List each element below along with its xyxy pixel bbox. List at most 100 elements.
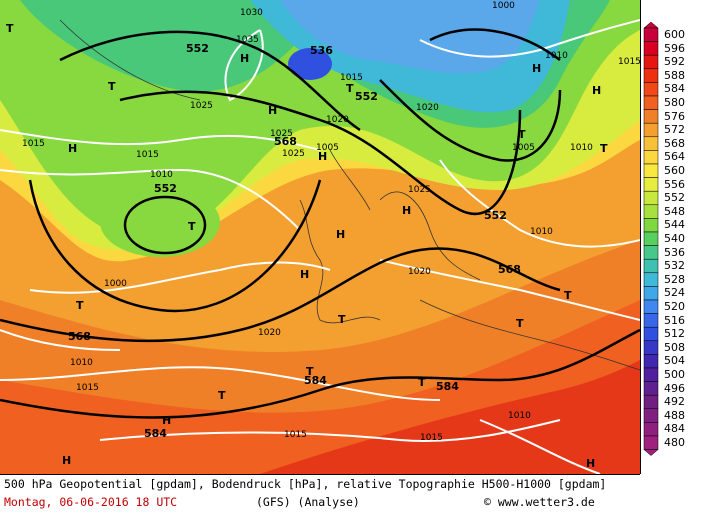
legend-value: 528 bbox=[664, 272, 685, 286]
legend-swatch bbox=[643, 394, 659, 410]
legend-value: 536 bbox=[664, 245, 685, 259]
legend-swatch bbox=[643, 258, 659, 274]
field-low-core bbox=[288, 48, 332, 80]
low-marker: T bbox=[218, 389, 226, 402]
low-marker: T bbox=[338, 313, 346, 326]
pressure-label: 1015 bbox=[136, 150, 159, 160]
high-marker: H bbox=[402, 204, 411, 217]
legend-arrow-top bbox=[643, 22, 659, 29]
legend-value: 540 bbox=[664, 232, 685, 245]
legend-swatch bbox=[643, 218, 659, 233]
pressure-label: 1005 bbox=[316, 143, 339, 153]
legend-value: 492 bbox=[664, 395, 685, 409]
low-marker: T bbox=[600, 142, 608, 155]
legend-value: 568 bbox=[664, 136, 685, 150]
legend-value: 596 bbox=[664, 41, 685, 55]
legend-value: 580 bbox=[664, 96, 685, 109]
pressure-label: 1000 bbox=[492, 1, 515, 11]
gp-label: 568 bbox=[274, 135, 297, 148]
legend-value: 600 bbox=[664, 28, 685, 41]
legend-swatch bbox=[643, 367, 659, 382]
legend-swatch bbox=[643, 340, 659, 355]
pressure-label: 1015 bbox=[76, 383, 99, 393]
pressure-label: 1020 bbox=[258, 328, 281, 338]
legend-swatch bbox=[643, 136, 659, 151]
pressure-label: 1015 bbox=[618, 57, 640, 67]
legend-arrow-bottom bbox=[643, 449, 659, 456]
pressure-label: 1035 bbox=[236, 35, 259, 45]
pressure-label: 1025 bbox=[282, 149, 305, 159]
isobars bbox=[0, 19, 640, 474]
legend-swatch bbox=[643, 354, 659, 369]
legend-value: 556 bbox=[664, 177, 685, 191]
pressure-labels: 1030 1035 1025 1025 1020 1015 1025 1010 … bbox=[22, 1, 640, 443]
legend-value: 484 bbox=[664, 422, 685, 436]
high-marker: H bbox=[240, 52, 249, 65]
map-footer: 500 hPa Geopotential [gpdam], Bodendruck… bbox=[0, 474, 640, 514]
legend-value: 532 bbox=[664, 259, 685, 273]
low-marker: T bbox=[418, 376, 426, 389]
gp-label: 552 bbox=[484, 209, 507, 222]
footer-date: Montag, 06-06-2016 18 UTC bbox=[4, 495, 178, 509]
gp-label: 568 bbox=[68, 330, 91, 343]
color-legend: 600 596 592 588 584 580 576 572 568 564 560 556 552 5… bbox=[642, 22, 704, 462]
high-marker: H bbox=[68, 142, 77, 155]
high-marker: H bbox=[268, 104, 277, 117]
weather-map: 552 536 552 568 552 552 568 568 584 584 … bbox=[0, 0, 641, 474]
gp-label: 584 bbox=[304, 374, 327, 387]
pressure-label: 1010 bbox=[545, 51, 568, 61]
legend-swatch bbox=[643, 313, 659, 328]
low-marker: T bbox=[306, 365, 314, 378]
pressure-label: 1020 bbox=[416, 103, 439, 113]
pressure-label: 1025 bbox=[190, 101, 213, 111]
pressure-label: 1020 bbox=[326, 115, 349, 125]
legend-swatch bbox=[643, 163, 659, 178]
legend-value: 520 bbox=[664, 300, 685, 313]
legend-swatch bbox=[643, 190, 659, 206]
legend-value: 572 bbox=[664, 123, 685, 137]
pressure-label: 1000 bbox=[104, 279, 127, 289]
legend-swatch bbox=[643, 299, 659, 314]
low-marker: T bbox=[6, 22, 14, 35]
pressure-label: 1005 bbox=[512, 143, 535, 153]
legend-swatch bbox=[643, 286, 659, 301]
high-marker: H bbox=[592, 84, 601, 97]
legend-value: 508 bbox=[664, 340, 685, 354]
field-band-584 bbox=[260, 360, 640, 474]
low-marker: T bbox=[346, 82, 354, 95]
footer-info-line: Montag, 06-06-2016 18 UTC (GFS) (Analyse… bbox=[4, 495, 595, 509]
high-marker: H bbox=[532, 62, 541, 75]
gp-label: 536 bbox=[310, 44, 333, 57]
legend-swatch bbox=[643, 245, 659, 260]
legend-value: 500 bbox=[664, 368, 685, 381]
legend-value: 552 bbox=[664, 191, 685, 205]
high-markers: H H H H H H H H H H H H bbox=[62, 52, 601, 470]
legend-swatch bbox=[643, 177, 659, 192]
legend-swatch bbox=[643, 41, 659, 56]
footer-copyright: © www.wetter3.de bbox=[484, 495, 595, 509]
pressure-label: 1010 bbox=[570, 143, 593, 153]
pressure-label: 1015 bbox=[284, 430, 307, 440]
gp-label: 584 bbox=[144, 427, 167, 440]
pressure-label: 1025 bbox=[408, 185, 431, 195]
legend-swatch bbox=[643, 326, 659, 342]
legend-swatch bbox=[643, 95, 659, 110]
low-marker: T bbox=[518, 128, 526, 141]
high-marker: H bbox=[162, 414, 171, 427]
legend-swatch bbox=[643, 272, 659, 287]
low-marker: T bbox=[516, 317, 524, 330]
legend-value: 512 bbox=[664, 327, 685, 341]
gp-label: 552 bbox=[186, 42, 209, 55]
low-marker: T bbox=[564, 289, 572, 302]
legend-swatch bbox=[643, 150, 659, 165]
legend-value: 592 bbox=[664, 55, 685, 69]
legend-swatch bbox=[643, 435, 659, 450]
pressure-label: 1025 bbox=[270, 129, 293, 139]
pressure-label: 1030 bbox=[240, 8, 263, 18]
low-marker: T bbox=[188, 220, 196, 233]
high-marker: H bbox=[62, 454, 71, 467]
gp-label: 552 bbox=[355, 90, 378, 103]
pressure-label: 1010 bbox=[70, 358, 93, 368]
legend-value: 488 bbox=[664, 408, 685, 422]
high-marker: H bbox=[336, 228, 345, 241]
